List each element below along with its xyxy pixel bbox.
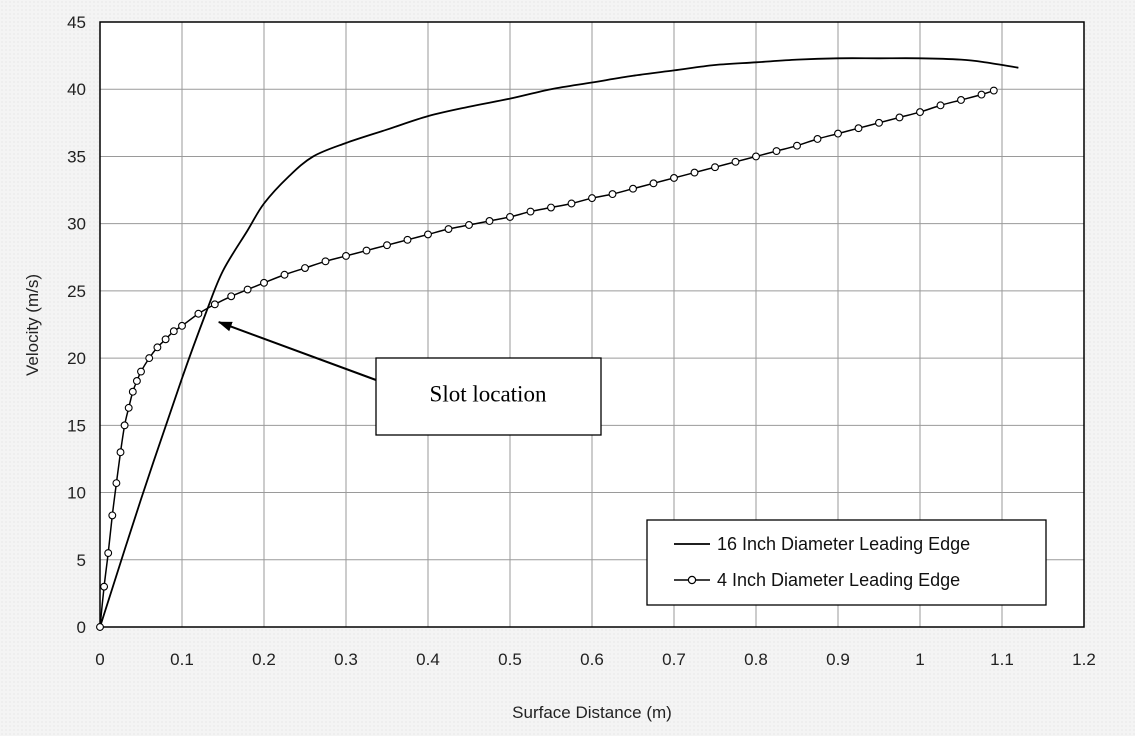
- data-point-4-inch: [670, 174, 678, 182]
- data-point-4-inch: [936, 101, 945, 110]
- data-point-4-inch: [731, 157, 740, 166]
- y-tick-label: 45: [67, 13, 86, 32]
- data-point-4-inch: [547, 203, 555, 212]
- data-point-4-inch: [124, 403, 133, 412]
- data-point-4-inch: [895, 113, 904, 122]
- data-point-4-inch: [112, 479, 121, 488]
- data-point-4-inch: [321, 257, 330, 266]
- data-point-4-inch: [120, 421, 129, 430]
- y-tick-label: 40: [67, 80, 86, 99]
- data-point-4-inch: [813, 135, 822, 143]
- x-tick-label: 1.2: [1072, 650, 1096, 669]
- x-tick-label: 0.6: [580, 650, 604, 669]
- data-point-4-inch: [793, 141, 801, 150]
- data-point-4-inch: [506, 212, 514, 221]
- data-point-4-inch: [444, 225, 453, 233]
- data-point-4-inch: [301, 264, 309, 272]
- data-point-4-inch: [243, 285, 252, 294]
- chart-legend: 16 Inch Diameter Leading Edge 4 Inch Dia…: [646, 519, 1047, 606]
- y-tick-label: 0: [77, 618, 86, 637]
- data-point-4-inch: [96, 623, 104, 631]
- x-tick-label: 1.1: [990, 650, 1014, 669]
- data-point-4-inch: [116, 448, 125, 457]
- data-point-4-inch: [629, 184, 637, 193]
- data-point-4-inch: [875, 118, 883, 127]
- series-line-16-inch: [99, 57, 1019, 628]
- data-point-4-inch: [649, 179, 658, 188]
- annotation-text: Slot location: [430, 381, 547, 406]
- slot-location-annotation: Slot location: [217, 321, 602, 436]
- data-point-4-inch: [752, 152, 760, 161]
- data-point-4-inch: [526, 207, 535, 216]
- y-axis-ticks: 0 5 10 15 20 25 30 35 40 45: [67, 13, 86, 637]
- y-tick-label: 10: [67, 484, 86, 503]
- data-point-4-inch: [128, 387, 137, 396]
- plot-border: [99, 21, 1085, 628]
- x-tick-label: 0.8: [744, 650, 768, 669]
- data-point-4-inch: [465, 221, 473, 229]
- x-tick-label: 0.1: [170, 650, 194, 669]
- y-axis-title: Velocity (m/s): [23, 274, 42, 376]
- data-point-4-inch: [977, 90, 986, 99]
- data-point-4-inch: [100, 582, 109, 591]
- data-point-4-inch: [608, 190, 617, 199]
- data-point-4-inch: [916, 108, 924, 117]
- data-point-4-inch: [567, 199, 576, 208]
- data-point-4-inch: [383, 241, 391, 250]
- legend-box: [646, 519, 1047, 606]
- data-point-4-inch: [772, 147, 781, 156]
- data-point-4-inch: [854, 124, 863, 133]
- y-tick-label: 20: [67, 349, 86, 368]
- data-point-4-inch: [161, 335, 170, 344]
- y-tick-label: 35: [67, 147, 86, 166]
- x-tick-label: 0.9: [826, 650, 850, 669]
- y-tick-label: 25: [67, 282, 86, 301]
- data-point-4-inch: [210, 300, 219, 309]
- data-point-4-inch: [104, 549, 113, 558]
- x-axis-title: Surface Distance (m): [512, 703, 672, 722]
- data-point-4-inch: [362, 246, 371, 255]
- data-point-4-inch: [108, 511, 117, 520]
- data-point-4-inch: [588, 194, 596, 203]
- x-tick-label: 0: [95, 650, 104, 669]
- data-point-4-inch: [957, 96, 965, 104]
- data-point-4-inch: [194, 309, 203, 318]
- data-point-4-inch: [178, 321, 186, 330]
- data-point-4-inch: [711, 163, 719, 172]
- data-point-4-inch: [424, 230, 432, 239]
- legend-marker-4-inch: [687, 575, 697, 585]
- annotation-arrow: [217, 321, 377, 381]
- annotation-box: [375, 357, 602, 436]
- data-point-4-inch: [153, 343, 162, 352]
- x-axis-ticks: 0 0.1 0.2 0.3 0.4 0.5 0.6 0.7 0.8 0.9 1 1.1 1.2: [95, 650, 1096, 669]
- data-point-4-inch: [403, 235, 412, 244]
- data-point-4-inch: [137, 367, 145, 376]
- legend-label-4-inch: 4 Inch Diameter Leading Edge: [717, 570, 960, 590]
- data-point-4-inch: [989, 86, 998, 95]
- data-point-4-inch: [280, 270, 289, 279]
- y-tick-label: 15: [67, 416, 86, 435]
- x-tick-label: 0.5: [498, 650, 522, 669]
- data-point-4-inch: [834, 129, 842, 138]
- x-tick-label: 0.7: [662, 650, 686, 669]
- data-point-4-inch: [342, 251, 350, 260]
- data-point-4-inch: [227, 292, 236, 301]
- data-point-4-inch: [690, 168, 699, 177]
- x-tick-label: 1: [915, 650, 924, 669]
- data-point-4-inch: [145, 354, 154, 363]
- series-layer: [96, 57, 1019, 631]
- y-tick-label: 5: [77, 551, 86, 570]
- data-point-4-inch: [485, 217, 494, 225]
- x-tick-label: 0.4: [416, 650, 440, 669]
- y-tick-label: 30: [67, 215, 86, 234]
- legend-label-16-inch: 16 Inch Diameter Leading Edge: [717, 534, 970, 554]
- x-tick-label: 0.3: [334, 650, 358, 669]
- data-point-4-inch: [169, 327, 178, 336]
- data-point-4-inch: [132, 377, 141, 385]
- data-point-4-inch: [260, 278, 268, 287]
- x-tick-label: 0.2: [252, 650, 276, 669]
